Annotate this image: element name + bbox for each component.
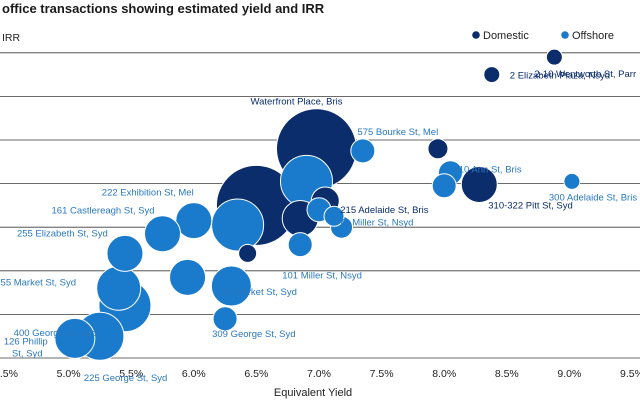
x-tick-label: 6.5% <box>244 368 268 380</box>
offshore-bubble <box>431 173 457 199</box>
x-tick-label: 9.0% <box>557 368 581 380</box>
offshore-bubble <box>96 265 142 311</box>
point-label: 309 George St, Syd <box>212 329 295 340</box>
point-label: 73 Miller St, Nsyd <box>339 217 413 228</box>
point-label: 300 Adelaide St, Bris <box>549 192 637 203</box>
point-label: 400 George St, Syd <box>14 328 97 339</box>
point-label: 101 Miller St, Nsyd <box>282 271 362 282</box>
legend-swatch-offshore <box>561 31 569 39</box>
x-axis-title: Equivalent Yield <box>274 387 352 399</box>
offshore-bubble <box>144 215 181 253</box>
x-tick-label: 7.5% <box>370 368 394 380</box>
legend: Domestic Offshore <box>472 30 614 42</box>
offshore-bubble <box>106 234 144 272</box>
domestic-bubble <box>483 66 501 84</box>
domestic-bubble <box>545 48 563 66</box>
point-label: 575 Bourke St, Mel <box>357 127 438 138</box>
point-label: 255 Elizabeth St, Syd <box>17 228 108 239</box>
bubbles <box>54 48 581 361</box>
domestic-bubble <box>427 138 449 160</box>
legend-swatch-domestic <box>472 31 480 39</box>
offshore-bubble <box>350 138 376 164</box>
point-label: 222 Exhibition St, Mel <box>102 188 194 199</box>
legend-label-domestic: Domestic <box>483 30 529 42</box>
offshore-bubble <box>323 205 345 227</box>
x-tick-label: 7.0% <box>307 368 331 380</box>
x-tick-label: 8.5% <box>495 368 519 380</box>
point-label: 215 Adelaide St, Bris <box>340 205 428 216</box>
point-label: 225 George St, Syd <box>84 373 167 384</box>
point-label: 31 Market St, Syd <box>221 287 297 298</box>
x-tick-label: 5.5% <box>119 368 143 380</box>
point-label: 126 Phillip St, Syd <box>4 336 48 359</box>
domestic-bubble <box>238 243 258 263</box>
point-label: 2 Elizabeth Plaza, Nsyd <box>510 71 610 82</box>
point-label: Waterfront Place, Bris <box>250 97 342 108</box>
offshore-bubble <box>54 317 96 359</box>
legend-label-offshore: Offshore <box>572 30 614 42</box>
point-label: 410 Ann St, Bris <box>453 165 521 176</box>
x-tick-label: 8.0% <box>432 368 456 380</box>
point-label: 55 Market St, Syd <box>1 277 77 288</box>
chart-title: office transactions showing estimated yi… <box>2 1 325 16</box>
point-label: 161 Castlereagh St, Syd <box>52 206 155 217</box>
offshore-bubble <box>175 202 213 240</box>
y-axis-label: IRR <box>2 32 21 44</box>
offshore-bubble <box>210 265 252 307</box>
x-axis-ticks: 4.5% 5.0% 5.5% 6.0% 6.5% 7.0% 7.5% 8.0% 8.5% 9.0%… <box>0 368 640 380</box>
x-tick-label: 5.0% <box>57 368 81 380</box>
x-tick-label: 6.0% <box>182 368 206 380</box>
domestic-bubble <box>460 165 498 203</box>
point-label: 2-10 Wentworth St, Parr <box>534 69 636 80</box>
x-tick-label: 4.5% <box>0 368 18 380</box>
offshore-bubble <box>169 258 207 296</box>
x-tick-label: 9.5% <box>620 368 640 380</box>
point-label: 310-322 Pitt St, Syd <box>488 200 572 211</box>
offshore-bubble <box>563 172 581 190</box>
offshore-bubble <box>212 306 238 332</box>
offshore-bubble <box>211 198 265 252</box>
offshore-bubble <box>287 232 313 258</box>
